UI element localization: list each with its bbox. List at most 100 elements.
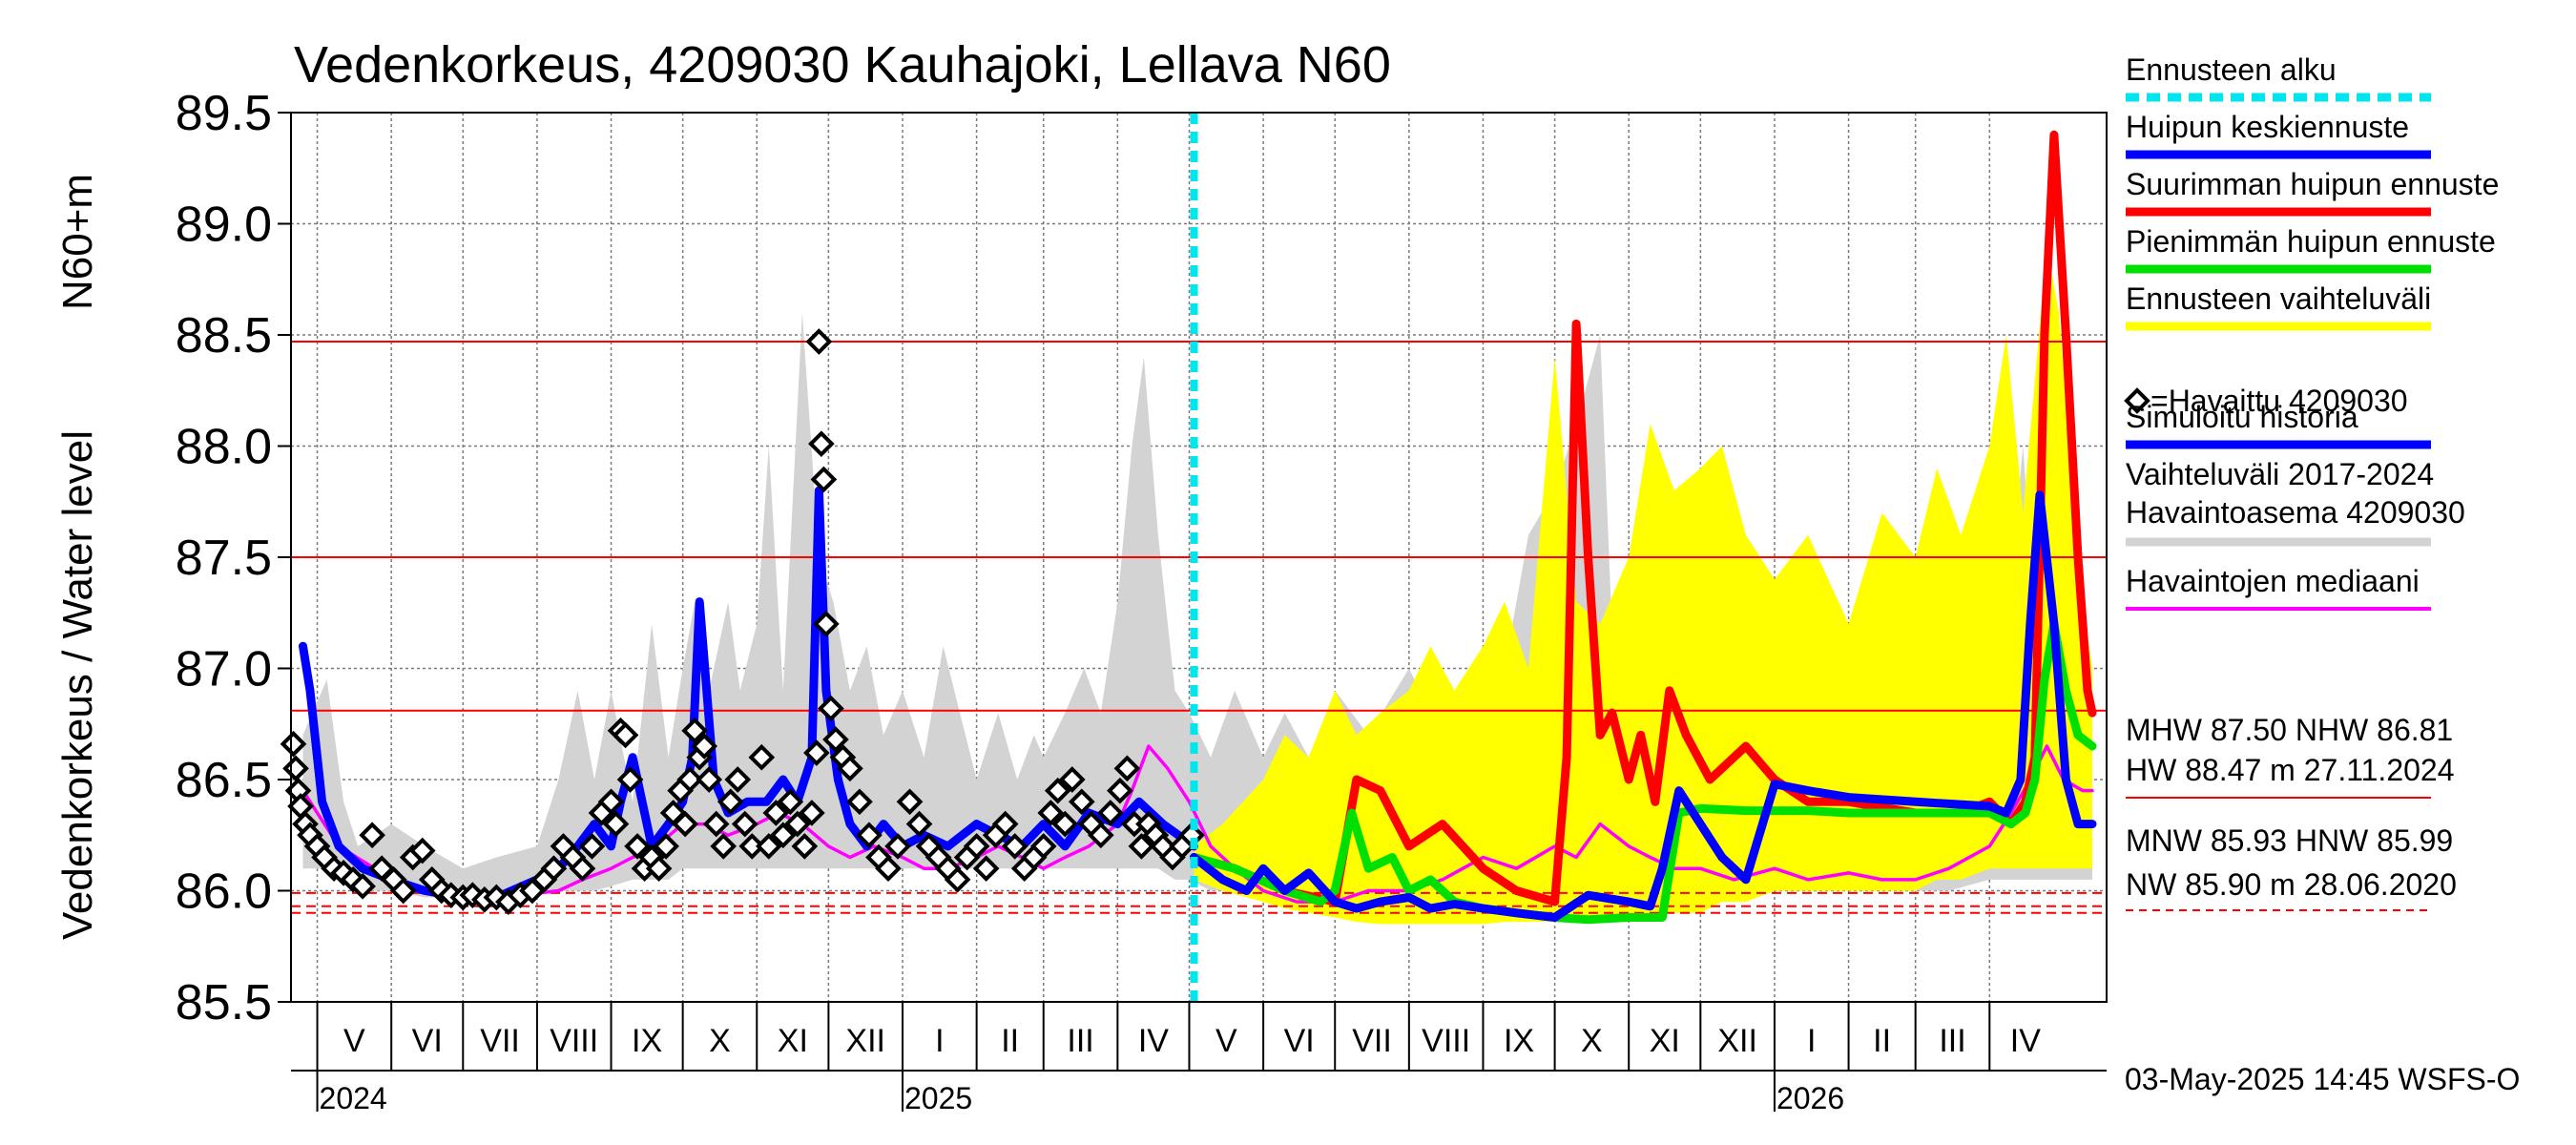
legend-item-pienimm-n-huipun-ennuste: Pienimmän huipun ennuste bbox=[2126, 224, 2496, 274]
month-label: X bbox=[709, 1023, 731, 1059]
month-label: XI bbox=[1650, 1023, 1680, 1059]
observed-point bbox=[1058, 766, 1086, 793]
legend-item-havaintojen-mediaani: Havaintojen mediaani bbox=[2126, 564, 2431, 611]
observed-point bbox=[799, 800, 825, 826]
observed-point bbox=[884, 833, 911, 860]
observed-point bbox=[681, 717, 708, 744]
x-axis: V VI VII VIII IX X XI XII I II III IV V VI VII VIII IX X X… bbox=[291, 1001, 2107, 1115]
observed-point bbox=[972, 855, 1000, 883]
legend-item-huipun-keskiennuste: Huipun keskiennuste bbox=[2126, 110, 2431, 159]
y-tick-label: 89.5 bbox=[176, 86, 272, 141]
legend-label: Simuloitu historia bbox=[2126, 400, 2358, 434]
stats-mhw-nhw: MHW 87.50 NHW 86.81 bbox=[2126, 713, 2453, 747]
observed-point bbox=[672, 810, 698, 838]
y-tick-label: 89.0 bbox=[176, 198, 272, 253]
month-label: IX bbox=[632, 1023, 662, 1059]
y-tick-label: 86.0 bbox=[176, 864, 272, 920]
observed-point bbox=[1107, 777, 1133, 804]
stats-mnw-hnw: MNW 85.93 HNW 85.99 bbox=[2126, 823, 2453, 858]
y-axis: 85.5 86.0 86.5 87.0 87.5 88.0 88.5 89.0 89.5 bbox=[176, 86, 291, 1030]
observed-point bbox=[856, 822, 883, 849]
observed-point bbox=[1088, 822, 1114, 849]
legend: Ennusteen alku Huipun keskiennuste Suurimm… bbox=[2124, 52, 2499, 611]
legend-item-havaittu-4209030: =Havaittu 4209030 bbox=[2124, 384, 2408, 418]
observed-point bbox=[738, 833, 766, 860]
y-tick-label: 88.0 bbox=[176, 420, 272, 475]
observed-point bbox=[710, 833, 737, 860]
stats-hw: HW 88.47 m 27.11.2024 bbox=[2126, 753, 2455, 787]
legend-label: Pienimmän huipun ennuste bbox=[2126, 224, 2496, 259]
month-label: I bbox=[935, 1023, 944, 1059]
month-label: IV bbox=[1138, 1023, 1169, 1059]
y-axis-unit: N60+m bbox=[54, 174, 101, 310]
observed-point bbox=[612, 721, 639, 749]
observed-point bbox=[602, 810, 630, 838]
observed-point bbox=[896, 788, 924, 816]
observed-point bbox=[1113, 755, 1141, 782]
observed-point bbox=[653, 833, 679, 860]
observed-point bbox=[691, 733, 718, 760]
month-label: VIII bbox=[550, 1023, 598, 1059]
month-label: III bbox=[1939, 1023, 1965, 1059]
observed-point bbox=[991, 810, 1019, 838]
legend-label: Ennusteen vaihteluväli bbox=[2126, 281, 2431, 316]
month-label: V bbox=[1215, 1023, 1237, 1059]
observed-point bbox=[1037, 800, 1065, 826]
observed-point bbox=[822, 726, 849, 753]
observed-point bbox=[1128, 833, 1155, 860]
observed-point bbox=[777, 788, 804, 816]
observed-point bbox=[597, 788, 625, 816]
stats-nw: NW 85.90 m 28.06.2020 bbox=[2126, 867, 2457, 902]
legend-label: Ennusteen alku bbox=[2126, 52, 2337, 87]
legend-label: =Havaittu 4209030 bbox=[2150, 384, 2408, 418]
observed-point bbox=[676, 766, 703, 793]
observed-point bbox=[813, 611, 840, 637]
observed-point bbox=[359, 822, 385, 849]
timestamp: 03-May-2025 14:45 WSFS-O bbox=[2125, 1062, 2520, 1096]
observed-point bbox=[818, 695, 844, 722]
y-tick-label: 88.5 bbox=[176, 308, 272, 364]
month-label: XI bbox=[778, 1023, 808, 1059]
observed-point bbox=[408, 837, 436, 864]
month-label: XII bbox=[1717, 1023, 1757, 1059]
month-label: VIII bbox=[1422, 1023, 1470, 1059]
legend-label: Havaintojen mediaani bbox=[2126, 564, 2420, 598]
observed-point bbox=[905, 810, 933, 838]
legend-label: Vaihteluväli 2017-2024 bbox=[2126, 457, 2434, 491]
observed-point bbox=[748, 743, 776, 771]
observed-point bbox=[803, 739, 830, 766]
observed-point bbox=[540, 855, 568, 883]
observed-point bbox=[578, 833, 606, 860]
month-label: X bbox=[1581, 1023, 1603, 1059]
plot-area bbox=[280, 112, 2108, 1003]
observed-point bbox=[808, 430, 835, 457]
observed-point bbox=[755, 833, 782, 860]
month-label: VI bbox=[412, 1023, 443, 1059]
observed-point bbox=[810, 466, 838, 493]
y-tick-label: 87.5 bbox=[176, 531, 272, 586]
month-label: XII bbox=[845, 1023, 885, 1059]
y-tick-label: 86.5 bbox=[176, 753, 272, 808]
month-label: VII bbox=[480, 1023, 520, 1059]
month-label: VII bbox=[1352, 1023, 1392, 1059]
observed-point bbox=[645, 855, 673, 883]
observed-point bbox=[389, 877, 417, 905]
observed-point bbox=[1051, 810, 1079, 838]
chart-title: Vedenkorkeus, 4209030 Kauhajoki, Lellava… bbox=[294, 36, 1391, 94]
y-tick-label: 87.0 bbox=[176, 642, 272, 697]
year-label: 2024 bbox=[320, 1081, 387, 1115]
month-label: IX bbox=[1504, 1023, 1534, 1059]
legend-item-suurimman-huipun-ennuste: Suurimman huipun ennuste bbox=[2126, 167, 2499, 217]
y-axis-label: Vedenkorkeus / Water level bbox=[54, 430, 101, 940]
legend-diamond-swatch bbox=[2124, 387, 2150, 414]
ennusteen-vaihteluv-li-band bbox=[1194, 245, 2092, 925]
observed-point bbox=[1001, 833, 1028, 860]
observed-point bbox=[875, 855, 902, 883]
legend-item-simuloitu-historia: Simuloitu historia bbox=[2126, 400, 2431, 449]
observed-points bbox=[280, 328, 1205, 915]
legend-item-vaihteluv-li-2017-2024: Vaihteluväli 2017-2024 Havaintoasema 420… bbox=[2126, 457, 2465, 547]
observed-point bbox=[769, 822, 797, 849]
observed-point bbox=[717, 788, 744, 816]
observed-point bbox=[702, 810, 730, 838]
